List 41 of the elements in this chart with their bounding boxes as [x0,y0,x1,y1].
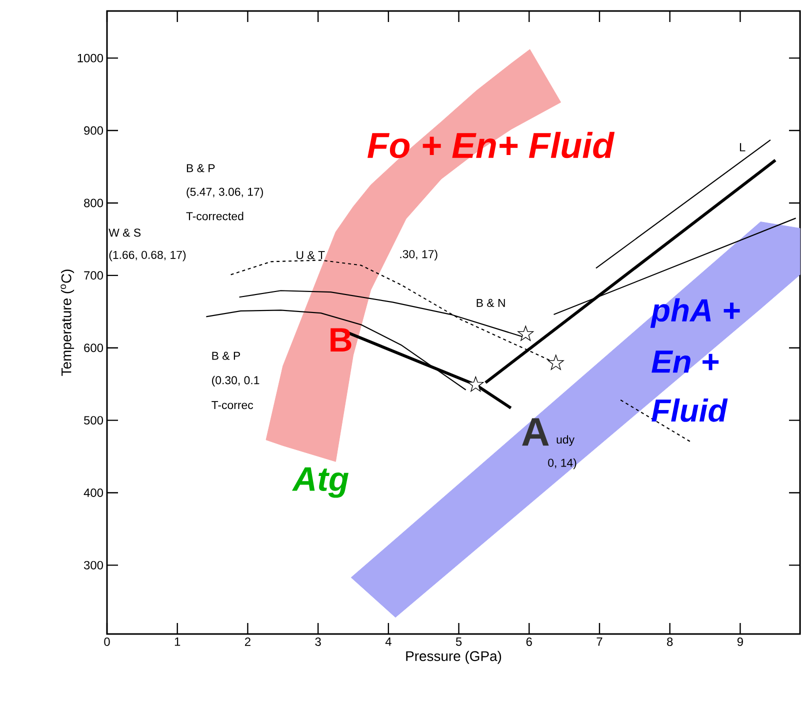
y-axis-title: Temperature ($^{o}$C) [60,270,74,376]
annotation: B & P [212,352,240,360]
annotation: B [330,328,352,352]
annotation: 0, 14) [548,458,576,470]
x-tick-label: 7 [596,638,602,646]
x-tick-label: 4 [385,638,392,646]
y-tick-label: 1000 [78,54,104,62]
x-tick-label: 0 [104,638,110,646]
x-tick-label: 6 [526,638,532,646]
annotation: B & P [186,164,215,172]
annotation: T-correc [212,401,254,410]
y-tick-label: 700 [84,271,104,280]
annotation: udy [556,435,575,446]
x-tick-label: 3 [315,638,321,646]
y-tick-label: 900 [84,126,104,135]
annotation: Fluid [652,398,728,422]
y-tick-label: 300 [84,560,104,570]
annotation: T-corrected [186,212,244,220]
x-tick-label: 9 [737,638,743,646]
annotation: (5.47, 3.06, 17) [186,187,263,198]
annotation: .30, 17) [400,250,438,260]
annotation: A [522,418,549,446]
annotation: phA + [650,298,740,328]
annotation: B & N [476,298,505,307]
annotation: (1.66, 0.68, 17) [109,250,186,262]
x-axis-title: Pressure (GPa) [406,650,502,664]
annotation: En + [652,350,719,373]
y-tick-label: 500 [84,416,104,425]
y-tick-label: 800 [84,198,104,208]
y-tick-label: 400 [84,488,104,497]
annotation: (0.30, 0.1 [212,376,260,387]
annotation: L [740,143,746,152]
annotation: Fo + En+ Fluid [368,132,615,158]
annotation: U & T [296,251,325,260]
annotation: W & S [108,228,141,237]
x-tick-label: 1 [174,638,180,646]
annotation: Atg [292,467,349,498]
x-tick-label: 8 [667,638,673,646]
x-tick-label: 2 [244,638,250,646]
y-tick-label: 600 [84,344,104,352]
x-tick-label: 5 [456,638,462,646]
